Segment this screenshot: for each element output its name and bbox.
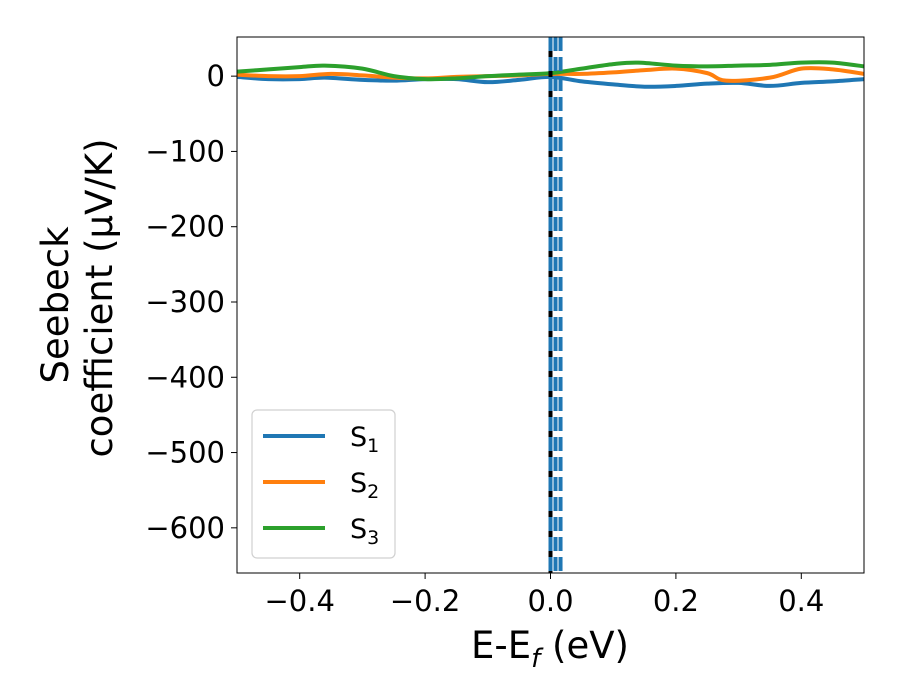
x-axis-label-unit: (eV) xyxy=(540,624,629,667)
x-tick-label: 0.0 xyxy=(527,584,573,618)
y-tick-label: −100 xyxy=(145,134,225,168)
plot-area: −0.4 −0.2 0.0 0.2 0.4 0 −100 −200 −300 −400 −500 −6… xyxy=(145,36,865,618)
plot-marks xyxy=(237,37,864,573)
x-axis-label-main: E-E xyxy=(471,624,531,667)
x-tick-label: −0.4 xyxy=(264,584,334,618)
y-tick-label: −400 xyxy=(145,360,225,394)
y-axis-label-line2: coefficient (μV/K) xyxy=(78,138,121,457)
y-tick-label: −500 xyxy=(145,436,225,470)
legend-label-s3: S3 xyxy=(350,514,379,549)
legend-label-s1: S1 xyxy=(350,422,379,457)
y-tick-label: −300 xyxy=(145,285,225,319)
y-axis-label-line1: Seebeck xyxy=(34,226,77,384)
legend-label-s2: S2 xyxy=(350,468,379,503)
legend: S1 S2 S3 xyxy=(251,409,396,559)
y-tick-label: 0 xyxy=(207,59,225,93)
y-tick-label: −200 xyxy=(145,210,225,244)
x-tick-label: 0.2 xyxy=(653,584,699,618)
x-tick-label: 0.4 xyxy=(778,584,824,618)
y-tick-label: −600 xyxy=(145,511,225,545)
x-tick-label: −0.2 xyxy=(390,584,460,618)
x-axis-label: E-Ef (eV) xyxy=(471,624,629,674)
